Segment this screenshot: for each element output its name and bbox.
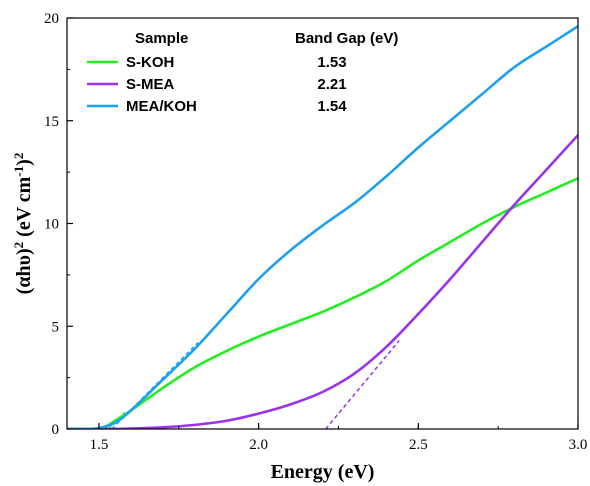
y-axis-title: (αhυ)2 (eV cm-1)2 — [11, 153, 36, 295]
y-axis-title-sup: -1 — [11, 166, 26, 177]
y-tick-label: 0 — [52, 422, 60, 438]
y-axis-title-part: ) — [13, 159, 35, 166]
y-axis-title-part: (αhυ) — [13, 248, 35, 294]
x-tick-label: 1.5 — [90, 437, 109, 453]
legend-label-mea-koh: MEA/KOH — [126, 98, 197, 115]
x-tick-label: 2.0 — [249, 437, 268, 453]
legend-value-s-koh: 1.53 — [317, 54, 346, 71]
y-axis-title-sup: 2 — [11, 242, 26, 249]
x-tick-label: 2.5 — [409, 437, 428, 453]
x-axis-title: Energy (eV) — [271, 461, 375, 483]
y-tick-label: 20 — [44, 11, 59, 27]
tangent-line-mea-koh — [111, 342, 199, 429]
y-axis: 0 5 10 15 20 — [44, 11, 73, 438]
series-group — [67, 25, 578, 429]
y-tick-label: 5 — [52, 319, 60, 335]
tangent-lines — [107, 340, 400, 429]
series-line-s-mea — [67, 134, 578, 429]
x-tick-label: 3.0 — [569, 437, 588, 453]
legend-label-s-koh: S-KOH — [126, 54, 174, 71]
y-tick-label: 15 — [44, 114, 59, 130]
legend-value-s-mea: 2.21 — [317, 76, 346, 93]
y-axis-title-sup: 2 — [11, 153, 26, 160]
x-axis: 1.5 2.0 2.5 3.0 — [90, 423, 588, 453]
series-line-mea-koh — [67, 25, 578, 429]
tangent-line-s-koh — [107, 412, 126, 429]
y-axis-title-part: (eV cm — [13, 176, 35, 241]
legend-label-s-mea: S-MEA — [126, 76, 175, 93]
tangent-line-s-mea — [325, 340, 400, 429]
legend-header-band-gap: Band Gap (eV) — [295, 30, 398, 47]
legend-value-mea-koh: 1.54 — [317, 98, 347, 115]
legend: Sample Band Gap (eV) S-KOH 1.53 S-MEA 2.… — [87, 30, 398, 115]
legend-header-sample: Sample — [135, 30, 188, 47]
y-tick-label: 10 — [44, 217, 59, 233]
